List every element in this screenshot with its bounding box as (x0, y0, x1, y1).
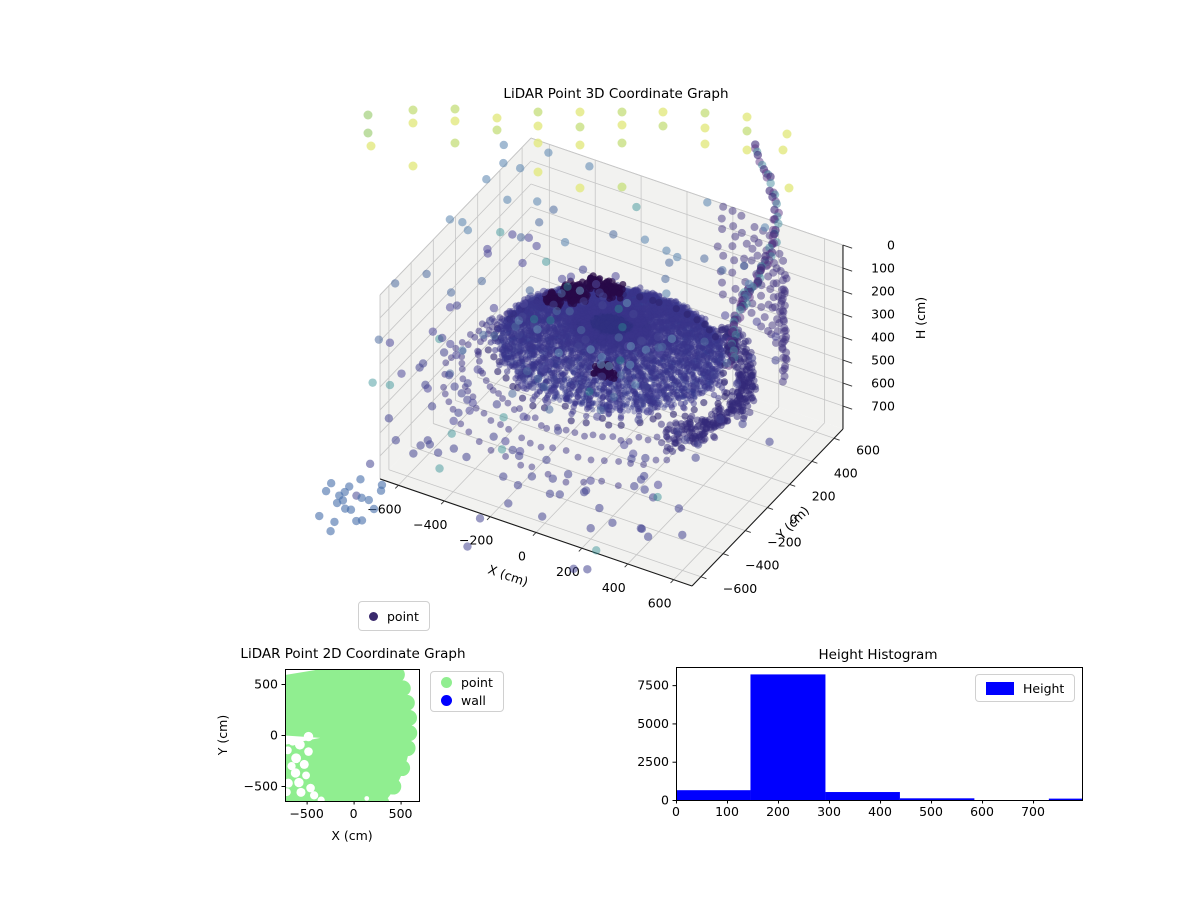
point-marker-icon (441, 677, 452, 688)
plot2d-legend-row-point: point (441, 675, 493, 690)
plot2d-legend-label-point: point (461, 675, 493, 690)
histogram-legend-label: Height (1023, 680, 1065, 696)
plot2d-legend-row-wall: wall (441, 693, 493, 708)
plot3d-legend: point (358, 601, 430, 631)
histogram-legend: Height (975, 674, 1076, 702)
plot2d-legend-label-wall: wall (461, 693, 486, 708)
plot2d-title: LiDAR Point 2D Coordinate Graph (240, 646, 466, 662)
plot3d-legend-label: point (387, 608, 419, 624)
plot2d-xaxis-label: X (cm) (331, 828, 373, 843)
point-marker-icon (369, 611, 378, 621)
wall-marker-icon (441, 695, 452, 706)
plot3d-legend-row-point: point (369, 609, 419, 624)
histogram-legend-row-height: Height (986, 681, 1064, 696)
height-swatch-icon (986, 681, 1014, 695)
plot2d-legend: point wall (430, 671, 504, 712)
histogram-title: Height Histogram (818, 647, 938, 663)
plot3d-title: LiDAR Point 3D Coordinate Graph (503, 86, 729, 102)
plot3d-zaxis-label: H (cm) (913, 296, 928, 340)
plot2d-yaxis-label: Y (cm) (215, 714, 230, 756)
